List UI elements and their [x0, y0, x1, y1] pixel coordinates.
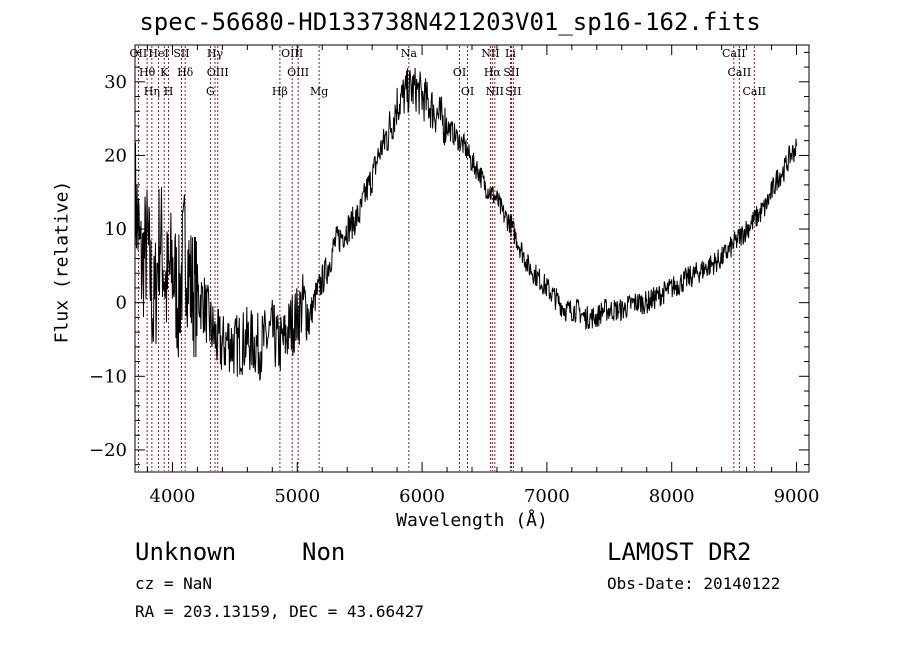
class-name: Unknown [135, 538, 237, 566]
line-label: OIII [287, 66, 309, 79]
y-axis-label: Flux (relative) [51, 180, 73, 344]
line-label: OIII [207, 66, 229, 79]
plot-frame [134, 44, 810, 473]
axis-ticks: 4000 5000 6000 7000 8000 9000 −20 −10 0 10 20 30 [89, 45, 819, 507]
line-label: Hβ [272, 85, 288, 98]
spectrum-line [134, 67, 797, 382]
x-tick-label: 4000 [150, 486, 196, 507]
plot-title: spec-56680-HD133738N421203V01_sp16-162.f… [139, 8, 761, 36]
x-axis-label: Wavelength (Å) [396, 510, 548, 531]
y-tick-label: −20 [89, 440, 127, 461]
x-tick-label: 9000 [774, 486, 820, 507]
line-label: SII [173, 47, 189, 60]
line-labels: OIIHθHηHeIKHSIIHδGHγOIIIHβOIIIOIIIMgNaOI… [130, 47, 767, 98]
line-label: NII [481, 47, 499, 60]
x-tick-label: 5000 [274, 486, 320, 507]
line-label: Hθ [139, 66, 156, 79]
line-label: OII [130, 47, 148, 60]
line-label: SII [503, 66, 519, 79]
line-label: Hα [484, 66, 502, 79]
x-tick-label: 8000 [649, 486, 695, 507]
line-label: Hδ [177, 66, 194, 79]
y-tick-label: 0 [116, 293, 127, 314]
x-tick-label: 7000 [524, 486, 570, 507]
line-label: HeI [148, 47, 168, 60]
emission-line-markers [137, 46, 755, 471]
obs-date: Obs-Date: 20140122 [607, 574, 781, 593]
line-label: Li [505, 47, 516, 60]
line-label: CaII [728, 66, 752, 79]
subclass-name: Non [302, 538, 346, 566]
line-label: OIII [281, 47, 303, 60]
line-label: Na [401, 47, 418, 60]
line-label: OI [461, 85, 474, 98]
line-label: Hη [144, 85, 160, 98]
line-label: H [164, 85, 174, 98]
y-tick-label: 30 [104, 72, 127, 93]
redshift-readout: cz = NaN [135, 574, 213, 593]
y-tick-label: 10 [104, 219, 127, 240]
y-tick-label: −10 [89, 366, 127, 387]
spectrum-series [134, 67, 797, 382]
line-label: CaII [722, 47, 746, 60]
line-label: K [160, 66, 169, 79]
survey-name: LAMOST DR2 [607, 538, 752, 566]
line-label: G [206, 85, 215, 98]
x-tick-label: 6000 [399, 486, 445, 507]
line-label: NII [486, 85, 504, 98]
line-label: Hγ [207, 47, 224, 60]
coordinates-readout: RA = 203.13159, DEC = 43.66427 [135, 602, 424, 621]
line-label: Mg [310, 85, 328, 98]
line-label: SII [505, 85, 521, 98]
line-label: CaII [742, 85, 766, 98]
y-tick-label: 20 [104, 145, 127, 166]
line-label: OI [453, 66, 466, 79]
